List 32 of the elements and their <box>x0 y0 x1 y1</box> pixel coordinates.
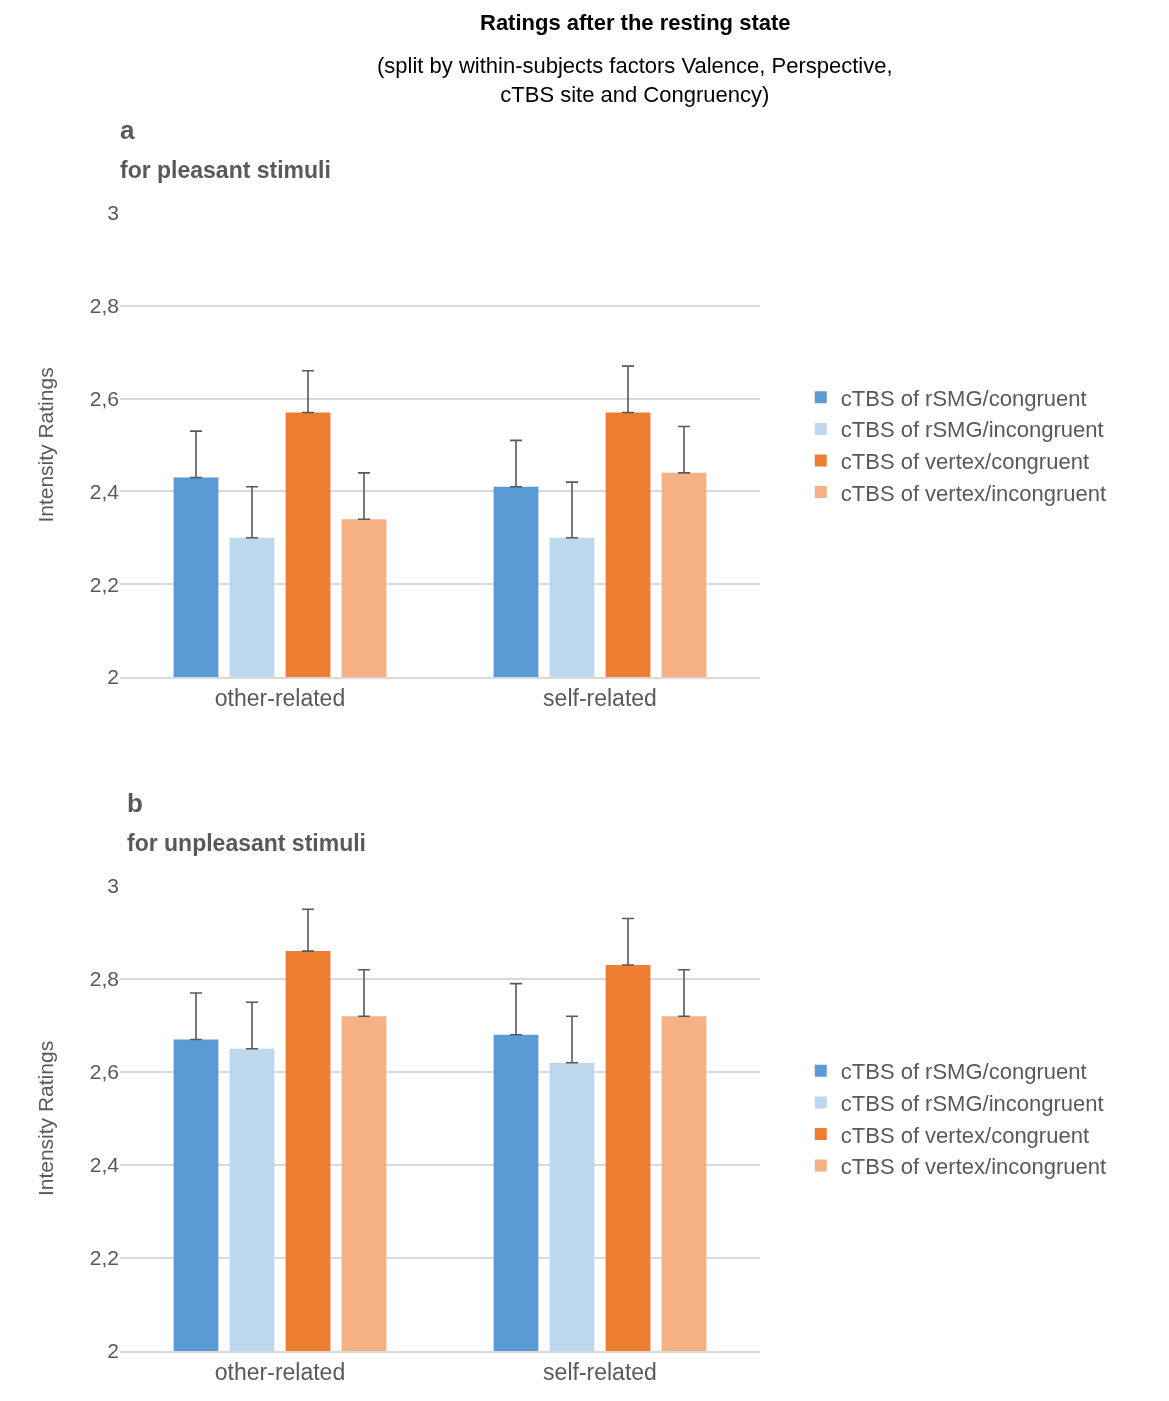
y-tick-label: 2,4 <box>89 1153 120 1177</box>
y-tick-label: 2 <box>107 665 119 689</box>
legend-label: cTBS of vertex/congruent <box>840 1122 1089 1148</box>
y-tick-label: 2,4 <box>89 479 120 503</box>
legend-label: cTBS of rSMG/congruent <box>840 385 1087 411</box>
y-tick-label: 2,6 <box>89 1060 119 1084</box>
legend-label: cTBS of rSMG/congruent <box>840 1059 1087 1085</box>
x-tick-label: self-related <box>543 1359 657 1386</box>
y-axis-title: Intensity Ratings <box>33 1040 57 1197</box>
y-tick-label: 2,6 <box>89 386 119 410</box>
legend-label: cTBS of vertex/congruent <box>840 449 1089 475</box>
legend-label: cTBS of rSMG/incongruent <box>840 417 1104 443</box>
y-tick-label: 2,8 <box>89 967 119 991</box>
x-tick-label: other-related <box>214 1359 346 1386</box>
y-tick-label: 2 <box>107 1339 119 1363</box>
x-tick-label: self-related <box>543 685 657 712</box>
y-tick-label: 2,2 <box>89 572 119 596</box>
chart-title: a <box>120 115 135 145</box>
legend-label: cTBS of rSMG/incongruent <box>840 1090 1104 1116</box>
chart-subtitle: for pleasant stimuli <box>120 157 331 183</box>
y-tick-label: 2,2 <box>89 1246 119 1270</box>
text: (split by within-subjects factors Valence, Perspective, cTBS site and Congruency) <box>377 53 893 107</box>
y-axis-title: Intensity Ratings <box>33 367 57 523</box>
legend-label: cTBS of vertex/incongruent <box>840 1154 1107 1180</box>
chart-title: b <box>127 788 143 818</box>
y-tick-label: 3 <box>107 201 119 225</box>
chart-subtitle: for unpleasant stimuli <box>127 830 366 856</box>
y-tick-label: 2,8 <box>89 294 119 318</box>
text: Ratings after the resting state <box>480 10 791 35</box>
y-tick-label: 3 <box>107 874 119 898</box>
legend-label: cTBS of vertex/incongruent <box>840 480 1107 506</box>
x-tick-label: other-related <box>214 685 346 712</box>
